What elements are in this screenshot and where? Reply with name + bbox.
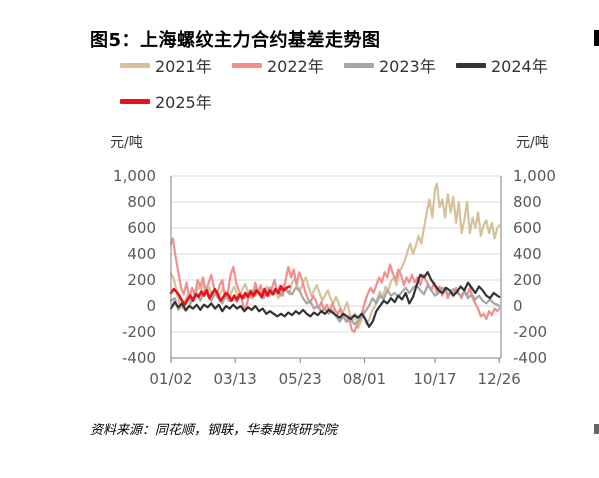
legend-item-2021: 2021年 [120,53,212,77]
y-tick-label-right: 200 [513,271,542,289]
series-line-2022年 [169,237,501,334]
page-title: 图5：上海螺纹主力合约基差走势图 [90,30,381,51]
legend-swatch-2025 [120,98,150,104]
y-tick-label-left: 0 [146,297,156,315]
legend-label-2021: 2021年 [155,57,212,76]
y-tick-label-left: -200 [122,323,156,341]
series-lines [169,182,501,334]
y-tick-label-right: 600 [513,219,542,237]
x-tick-label: 03/13 [214,370,257,388]
source-note: 资料来源：同花顺，钢联，华泰期货研究院 [90,423,338,438]
y-tick-label-right: -200 [513,323,547,341]
axes [170,176,502,363]
legend-label-2025: 2025年 [155,93,212,112]
legend-swatch-2021 [120,62,150,68]
legend-label-2023: 2023年 [379,57,436,76]
legend-label-2022: 2022年 [267,57,324,76]
y-tick-label-left: 800 [127,193,156,211]
tick-labels: -400 -400 -200 -200 0 0 200 200 400 400 600 600 800 8… [113,167,556,388]
legend-item-2025: 2025年 [120,89,212,113]
adjacent-figure-edge [594,30,599,46]
legend-label-2024: 2024年 [491,57,548,76]
left-axis-unit: 元/吨 [110,135,143,151]
x-tick-label: 05/23 [279,370,322,388]
x-tick-label: 08/01 [343,370,386,388]
legend-swatch-2023 [344,62,374,68]
legend-item-2022: 2022年 [232,53,324,77]
y-tick-label-right: 1,000 [513,167,556,185]
y-tick-label-right: -400 [513,349,547,367]
y-tick-label-left: 1,000 [113,167,156,185]
y-tick-label-right: 0 [513,297,523,315]
legend-swatch-2022 [232,62,262,68]
adjacent-source-edge [594,424,599,434]
y-tick-label-left: 600 [127,219,156,237]
y-tick-label-right: 400 [513,245,542,263]
y-tick-label-left: 200 [127,271,156,289]
x-tick-label: 01/02 [149,370,192,388]
y-tick-label-right: 800 [513,193,542,211]
y-tick-label-left: -400 [122,349,156,367]
legend-item-2024: 2024年 [456,53,548,77]
y-tick-label-left: 400 [127,245,156,263]
legend-item-2023: 2023年 [344,53,436,77]
series-line-2024年 [169,271,501,328]
series-line-2025年 [169,285,291,306]
x-tick-label: 12/26 [478,370,521,388]
right-axis-unit: 元/吨 [516,135,549,151]
x-tick-label: 10/17 [413,370,456,388]
legend-swatch-2024 [456,62,486,68]
